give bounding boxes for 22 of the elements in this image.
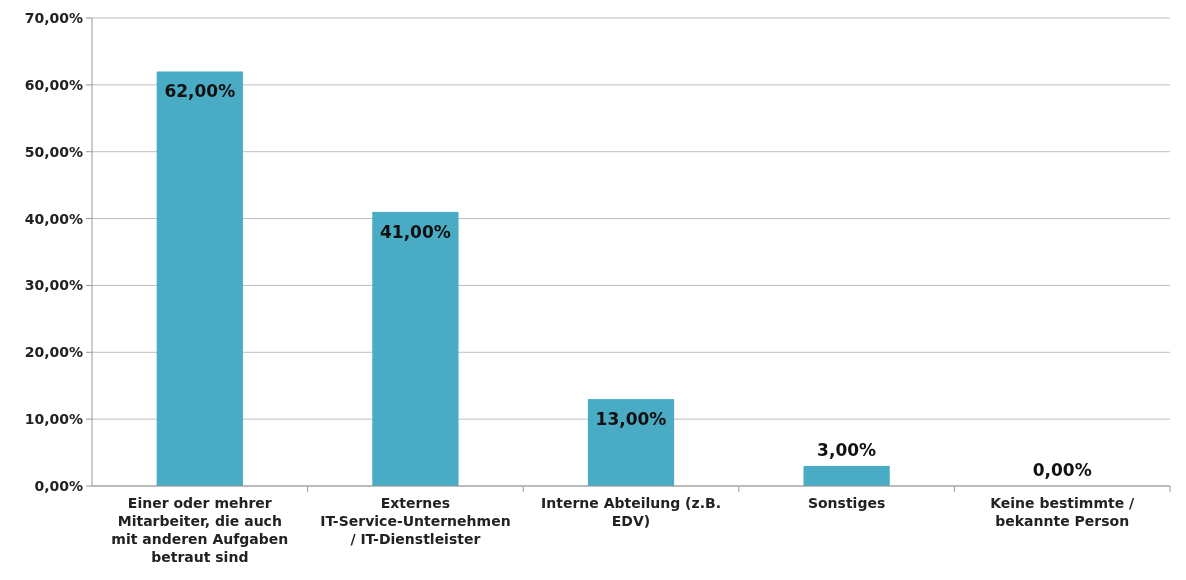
- x-tick-label: Sonstiges: [807, 495, 886, 511]
- data-label: 62,00%: [164, 81, 236, 102]
- y-tick-label: 0,00%: [34, 478, 83, 494]
- bar: [372, 211, 459, 486]
- y-tick-label: 60,00%: [24, 76, 83, 93]
- y-tick-label: 10,00%: [24, 411, 83, 428]
- y-tick-label: 20,00%: [24, 344, 83, 361]
- bar: [803, 465, 890, 486]
- y-tick-label: 70,00%: [24, 10, 83, 26]
- x-tick-label: Einer oder mehrer Mitarbeiter, die auch mit anderen Aufgaben betraut sind: [111, 495, 289, 565]
- x-tick-label: Externes IT-Service-Unternehmen / IT-Dienstleister: [320, 495, 511, 547]
- data-label: 3,00%: [817, 439, 877, 460]
- x-tick-label: Keine bestimmte / bekannte Person: [990, 495, 1136, 529]
- y-tick-label: 30,00%: [24, 277, 83, 294]
- bar: [156, 71, 243, 486]
- bar: [587, 399, 675, 486]
- x-tick-label: Interne Abteilung (z.B. EDV): [541, 495, 721, 529]
- data-label: 13,00%: [595, 409, 667, 430]
- y-tick-label: 50,00%: [24, 143, 83, 160]
- data-label: 0,00%: [1032, 460, 1092, 480]
- data-label: 41,00%: [379, 221, 451, 242]
- y-tick-label: 40,00%: [24, 210, 83, 227]
